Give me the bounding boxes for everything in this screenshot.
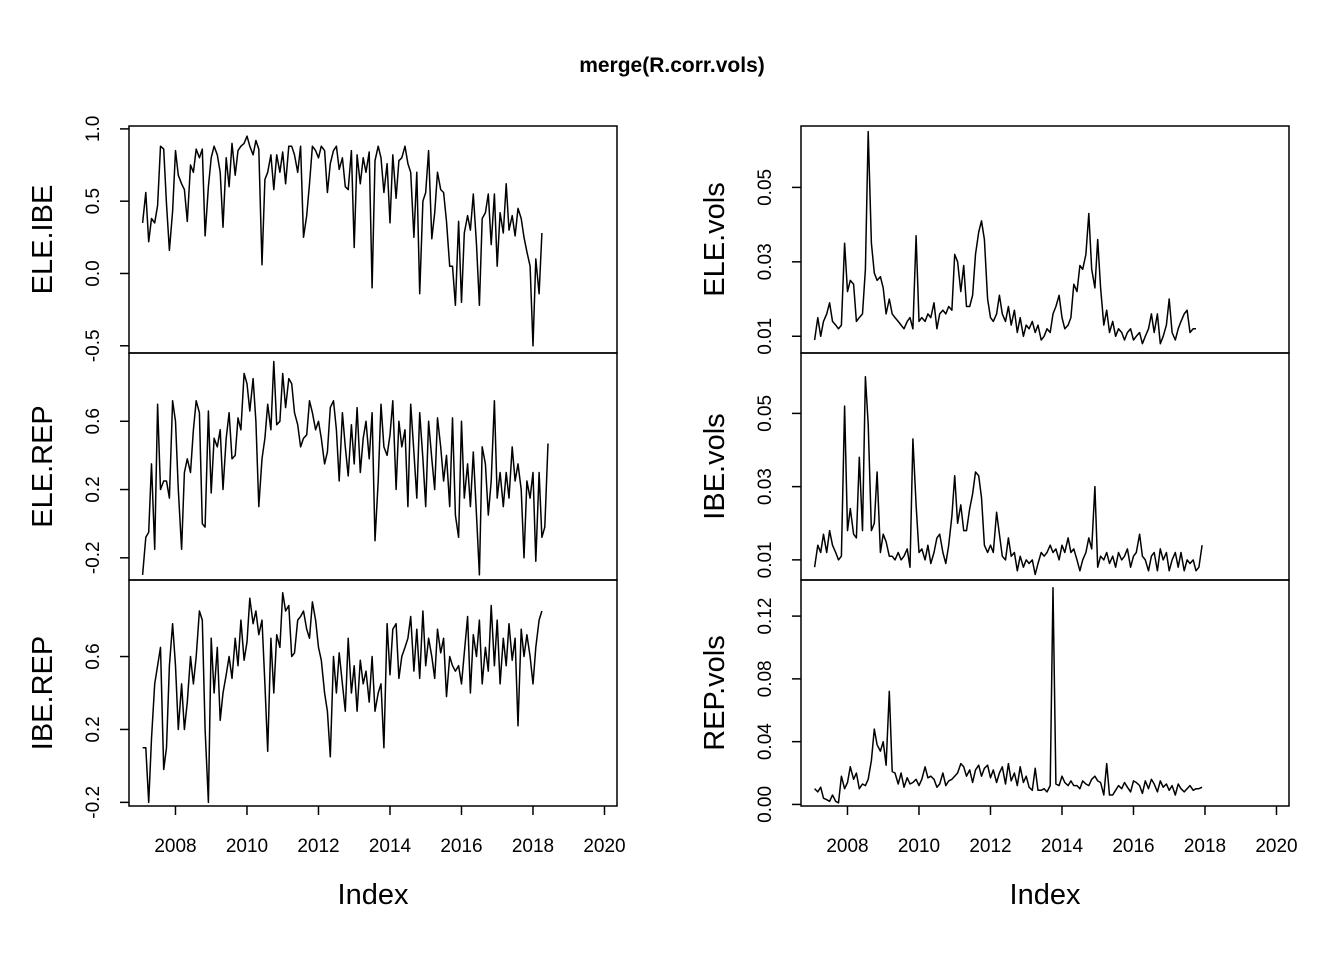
x-tick-label: 2010 — [226, 836, 268, 857]
y-tick-label: -0.2 — [83, 541, 104, 574]
figure-title: merge(R.corr.vols) — [579, 54, 765, 77]
series-line — [813, 130, 1196, 345]
y-axis-label: ELE.vols — [699, 182, 731, 296]
x-tick-label: 2012 — [297, 836, 339, 857]
series-line — [142, 592, 543, 804]
plots-area: -0.50.00.51.0ELE.IBE-0.20.20.6ELE.REP-0.… — [27, 116, 1298, 911]
x-tick-label: 2018 — [1184, 836, 1226, 857]
y-tick-label: 0.03 — [755, 243, 776, 280]
y-tick-label: 1.0 — [83, 116, 104, 142]
y-axis-label: REP.vols — [699, 635, 731, 751]
y-axis-label: ELE.IBE — [27, 185, 59, 295]
x-tick-label: 2016 — [1112, 836, 1154, 857]
y-tick-label: 0.05 — [755, 169, 776, 206]
x-axis-label: Index — [1010, 879, 1081, 911]
x-tick-label: 2008 — [826, 836, 868, 857]
panel-frame — [128, 579, 618, 807]
y-tick-label: 0.6 — [83, 643, 104, 669]
y-tick-label: 0.05 — [755, 395, 776, 432]
y-tick-label: 0.2 — [83, 476, 104, 502]
panel-frame — [800, 125, 1290, 354]
panel-ibe-vols: 0.01 0.03 0.05 IBE.vols — [699, 352, 1290, 581]
x-axis-label: Index — [338, 879, 409, 911]
y-tick-label: 0.12 — [755, 598, 776, 635]
x-tick-label: 2012 — [969, 836, 1011, 857]
y-tick-label: 0.03 — [755, 468, 776, 505]
panel-ibe-rep: -0.2 0.2 0.6 IBE.REP 2008 2010 2012 2014 2016 201… — [27, 579, 626, 911]
y-tick-label: 0.00 — [755, 786, 776, 823]
y-tick-label: 0.0 — [83, 260, 104, 286]
panel-frame — [800, 579, 1290, 807]
y-tick-label: 0.01 — [755, 318, 776, 355]
y-tick-label: 0.5 — [83, 188, 104, 214]
series-line — [141, 135, 543, 347]
panel-frame — [800, 352, 1290, 581]
y-tick-label: 0.6 — [83, 408, 104, 434]
y-tick-label: 0.2 — [83, 716, 104, 742]
panel-rep-vols: 0.00 0.04 0.08 0.12 REP.vols 2008 2010 2012 2014… — [699, 579, 1298, 911]
x-tick-label: 2020 — [583, 836, 625, 857]
y-tick-label: -0.5 — [83, 329, 104, 362]
x-tick-label: 2010 — [898, 836, 940, 857]
y-tick-label: 0.01 — [755, 541, 776, 578]
y-axis-label: ELE.REP — [27, 405, 59, 528]
x-tick-label: 2020 — [1255, 836, 1297, 857]
series-line — [813, 376, 1203, 576]
x-tick-label: 2016 — [440, 836, 482, 857]
panel-ele-rep: -0.2 0.2 0.6 ELE.REP — [27, 352, 618, 581]
panel-ele-vols: 0.01 0.03 0.05 ELE.vols — [699, 125, 1290, 355]
y-axis-label: IBE.REP — [27, 636, 59, 750]
x-tick-label: 2014 — [369, 836, 412, 857]
y-tick-label: 0.04 — [755, 723, 776, 760]
y-tick-label: -0.2 — [83, 786, 104, 819]
panel-ele-ibe: -0.5 0.0 0.5 1.0 ELE.IBE — [27, 116, 618, 362]
series-line — [141, 360, 549, 576]
y-axis-label: IBE.vols — [699, 413, 731, 519]
x-tick-label: 2018 — [512, 836, 554, 857]
x-tick-label: 2014 — [1041, 836, 1084, 857]
x-tick-label: 2008 — [154, 836, 196, 857]
y-tick-label: 0.08 — [755, 660, 776, 697]
series-line — [814, 587, 1203, 804]
